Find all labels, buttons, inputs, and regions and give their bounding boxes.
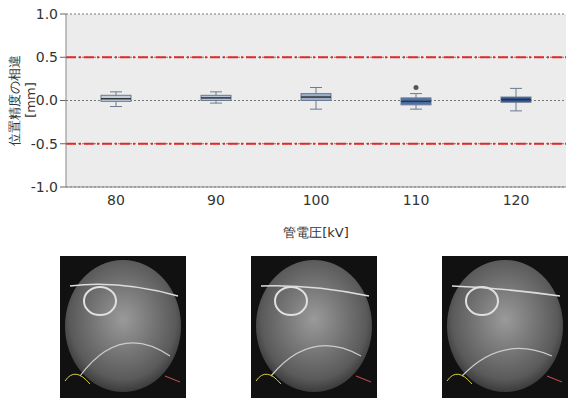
svg-text:80: 80 bbox=[107, 192, 125, 208]
svg-text:90: 90 bbox=[207, 192, 225, 208]
svg-text:120: 120 bbox=[503, 192, 530, 208]
svg-text:110: 110 bbox=[403, 192, 430, 208]
svg-text:0.5: 0.5 bbox=[36, 49, 58, 65]
svg-text:-0.5: -0.5 bbox=[31, 136, 58, 152]
svg-text:管電圧[kV]: 管電圧[kV] bbox=[283, 225, 349, 240]
svg-text:-1.0: -1.0 bbox=[31, 179, 58, 195]
svg-text:100: 100 bbox=[303, 192, 330, 208]
svg-text:0.0: 0.0 bbox=[36, 92, 58, 108]
svg-text:1.0: 1.0 bbox=[36, 6, 58, 22]
html-text:[mm]: [mm] bbox=[22, 82, 37, 118]
html-text:位置精度の相違: 位置精度の相違 bbox=[6, 54, 21, 146]
